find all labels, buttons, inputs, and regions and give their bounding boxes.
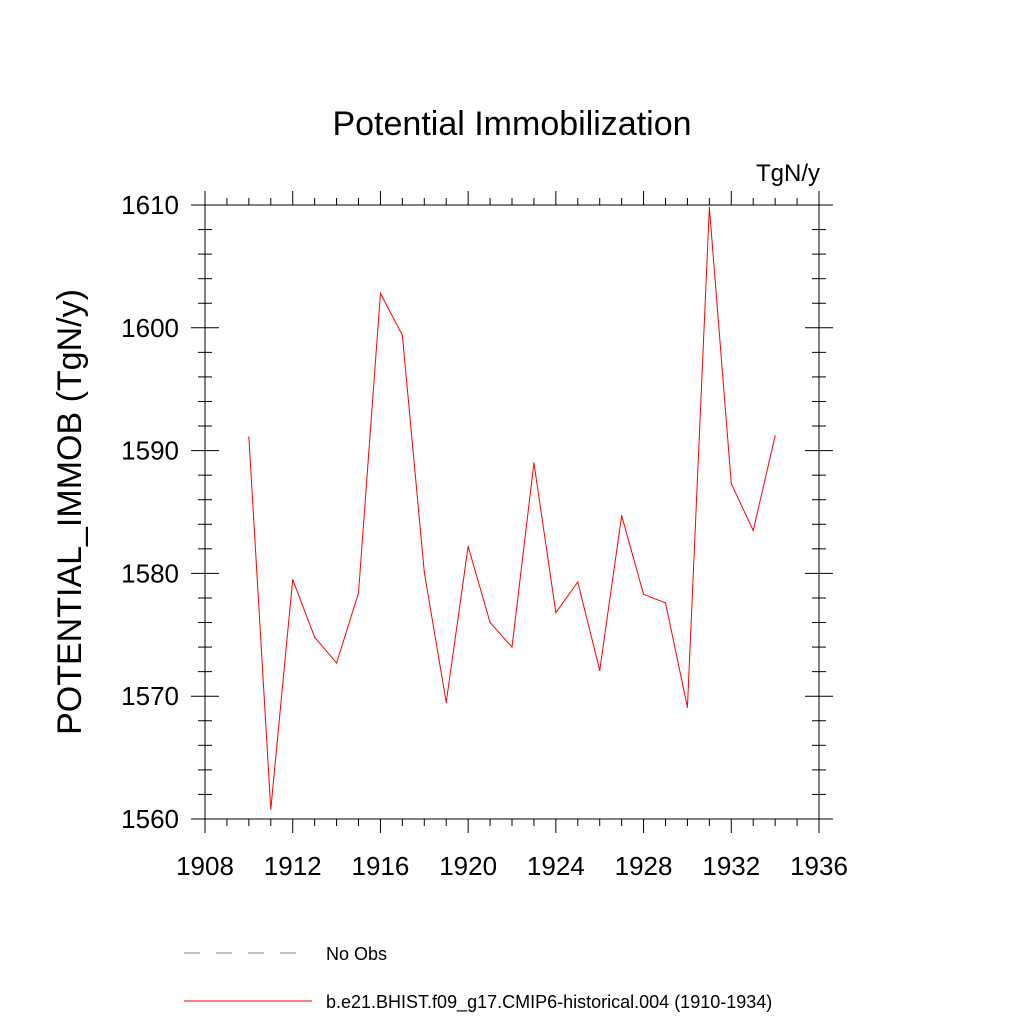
data-point bbox=[401, 334, 403, 336]
data-point bbox=[379, 292, 382, 295]
data-point bbox=[248, 436, 250, 438]
x-tick-label: 1920 bbox=[439, 851, 497, 881]
data-point bbox=[511, 646, 513, 648]
data-point bbox=[533, 462, 535, 464]
series-layer bbox=[248, 206, 776, 810]
data-point bbox=[270, 808, 272, 810]
y-tick-label: 1590 bbox=[121, 436, 179, 466]
y-tick-label: 1580 bbox=[121, 558, 179, 588]
data-point bbox=[664, 602, 667, 604]
plot-frame bbox=[204, 204, 820, 820]
x-axis: 1908 1912 1916 1920 1924 1928 1932 1936 bbox=[176, 191, 848, 881]
data-point bbox=[708, 206, 710, 209]
data-point bbox=[314, 636, 316, 638]
x-tick-label: 1936 bbox=[790, 851, 848, 881]
data-point bbox=[577, 581, 579, 583]
chart-title: Potential Immobilization bbox=[332, 105, 691, 143]
x-tick-label: 1908 bbox=[176, 851, 234, 881]
data-point bbox=[423, 571, 425, 573]
data-point bbox=[489, 621, 491, 624]
data-point bbox=[752, 529, 754, 532]
x-tick-label: 1932 bbox=[702, 851, 760, 881]
y-axis-label: POTENTIAL_IMMOB (TgN/y) bbox=[51, 289, 89, 735]
data-point bbox=[292, 578, 294, 581]
data-point bbox=[467, 545, 469, 547]
units-label: TgN/y bbox=[756, 160, 820, 187]
data-point bbox=[621, 515, 623, 517]
data-point bbox=[445, 701, 447, 703]
y-tick-label: 1570 bbox=[121, 681, 179, 711]
data-point bbox=[686, 706, 689, 708]
legend-label: No Obs bbox=[326, 944, 387, 964]
data-point bbox=[357, 592, 360, 594]
y-axis: 1560 1570 1580 1590 1600 1610 bbox=[121, 190, 833, 834]
x-tick-label: 1916 bbox=[352, 851, 410, 881]
data-point bbox=[774, 435, 776, 437]
y-tick-label: 1610 bbox=[121, 190, 179, 220]
data-point bbox=[555, 612, 557, 614]
x-tick-label: 1924 bbox=[527, 851, 585, 881]
y-tick-label: 1600 bbox=[121, 313, 179, 343]
x-tick-label: 1912 bbox=[264, 851, 322, 881]
data-point bbox=[730, 483, 732, 485]
data-point bbox=[599, 669, 601, 672]
data-point bbox=[335, 662, 338, 664]
y-tick-label: 1560 bbox=[121, 804, 179, 834]
legend-label: b.e21.BHIST.f09_g17.CMIP6-historical.004… bbox=[326, 992, 772, 1013]
legend: No Obs b.e21.BHIST.f09_g17.CMIP6-historic… bbox=[184, 944, 772, 1013]
series-line bbox=[248, 207, 776, 810]
x-tick-label: 1928 bbox=[615, 851, 673, 881]
data-point bbox=[642, 593, 645, 595]
